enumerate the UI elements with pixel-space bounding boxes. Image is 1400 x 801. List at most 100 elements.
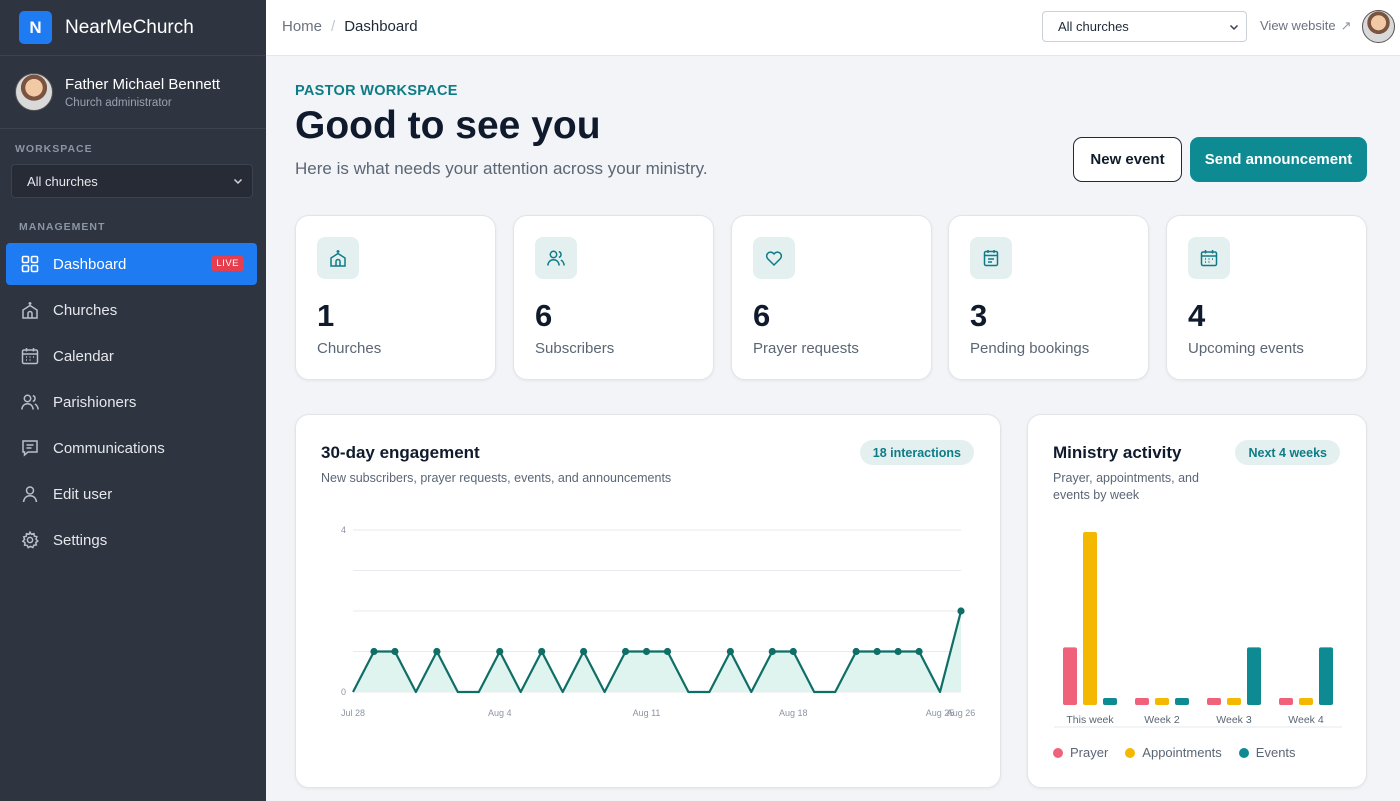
- bar: [1175, 698, 1189, 705]
- clipboard-icon: [983, 250, 999, 267]
- user-role: Church administrator: [65, 96, 172, 109]
- stat-value: 6: [753, 298, 771, 333]
- ministry-panel: Ministry activity Prayer, appointments, …: [1027, 414, 1367, 788]
- view-website-link[interactable]: View website ↗: [1260, 18, 1352, 34]
- users-icon: [21, 394, 39, 410]
- stat-card-upcoming-events[interactable]: 4 Upcoming events: [1166, 215, 1367, 380]
- new-event-button[interactable]: New event: [1073, 137, 1182, 182]
- data-point: [538, 647, 546, 656]
- data-point: [580, 647, 588, 656]
- stat-label: Prayer requests: [753, 340, 859, 357]
- stat-value: 1: [317, 298, 335, 333]
- x-tick-label: Aug 25: [926, 708, 955, 718]
- message-icon: [22, 440, 38, 457]
- engagement-panel: 30-day engagement New subscribers, praye…: [295, 414, 1001, 788]
- legend-dot: [1238, 747, 1249, 758]
- legend-dot: [1053, 747, 1063, 758]
- stat-icon-container: [317, 237, 359, 279]
- legend-item-events: Events: [1238, 745, 1296, 760]
- page-title: Good to see you: [295, 104, 601, 147]
- bar: [1279, 698, 1293, 705]
- church-select-value: All churches: [1058, 19, 1129, 34]
- church-select[interactable]: All churches: [1042, 11, 1247, 42]
- interactions-badge: 18 interactions: [859, 440, 974, 465]
- sidebar-item-label: Settings: [53, 531, 108, 549]
- stat-card-subscribers[interactable]: 6 Subscribers: [513, 215, 714, 380]
- sidebar-item-label: Calendar: [53, 347, 114, 365]
- x-tick-label: Week 3: [1216, 714, 1252, 726]
- management-label: MANAGEMENT: [19, 221, 106, 233]
- stat-label: Pending bookings: [970, 340, 1090, 357]
- chevron-down-icon: [1229, 24, 1239, 31]
- chevron-down-icon: [233, 178, 243, 185]
- send-announcement-button[interactable]: Send announcement: [1190, 137, 1367, 182]
- workspace-select[interactable]: All churches: [11, 164, 253, 198]
- stat-card-pending-bookings[interactable]: 3 Pending bookings: [948, 215, 1149, 380]
- sidebar-item-churches[interactable]: Churches: [6, 289, 257, 331]
- y-tick-label: 4: [341, 525, 346, 535]
- church-icon: [22, 302, 38, 319]
- sidebar-item-settings[interactable]: Settings: [6, 519, 257, 561]
- breadcrumb-current: Dashboard: [344, 18, 418, 35]
- data-point: [391, 647, 399, 656]
- data-point: [789, 647, 797, 656]
- avatar: [15, 73, 53, 111]
- sidebar-nav: Dashboard LIVE Churches Calendar Parishi…: [6, 243, 257, 565]
- x-tick-label: Week 2: [1144, 714, 1180, 726]
- bar: [1299, 698, 1313, 705]
- sidebar-item-dashboard[interactable]: Dashboard LIVE: [6, 243, 257, 285]
- x-tick-label: Week 4: [1288, 714, 1324, 726]
- external-link-icon: ↗: [1340, 18, 1352, 33]
- data-point: [768, 647, 776, 656]
- legend-label: Appointments: [1142, 745, 1222, 760]
- breadcrumb: Home / Dashboard: [282, 18, 418, 35]
- church-icon: [330, 250, 346, 267]
- stat-label: Upcoming events: [1188, 340, 1304, 357]
- bar: [1103, 698, 1117, 705]
- stat-card-churches[interactable]: 1 Churches: [295, 215, 496, 380]
- sidebar-item-calendar[interactable]: Calendar: [6, 335, 257, 377]
- sidebar-item-communications[interactable]: Communications: [6, 427, 257, 469]
- x-tick-label: This week: [1066, 714, 1114, 726]
- data-point: [915, 647, 923, 656]
- legend-item-prayer: Prayer: [1053, 745, 1108, 760]
- sidebar-item-label: Dashboard: [53, 255, 127, 273]
- x-tick-label: Aug 26: [947, 708, 976, 718]
- live-badge: LIVE: [211, 256, 244, 271]
- bar: [1135, 698, 1149, 705]
- engagement-subtitle: New subscribers, prayer requests, events…: [321, 471, 672, 485]
- topbar: Home / Dashboard All churches View websi…: [266, 0, 1400, 56]
- data-point: [370, 647, 378, 656]
- bar: [1227, 698, 1241, 705]
- breadcrumb-home[interactable]: Home: [282, 18, 323, 35]
- legend-item-appointments: Appointments: [1125, 745, 1222, 760]
- workspace-select-value: All churches: [27, 173, 98, 189]
- user-name: Father Michael Bennett: [65, 75, 221, 93]
- calendar-icon: [1200, 250, 1218, 267]
- data-point: [873, 647, 881, 656]
- view-website-label: View website: [1260, 18, 1336, 33]
- users-icon: [547, 250, 565, 266]
- legend-dot: [1125, 747, 1136, 758]
- bar: [1247, 647, 1261, 705]
- top-avatar[interactable]: [1362, 10, 1395, 43]
- x-tick-label: Aug 11: [633, 708, 661, 718]
- sidebar-item-parishioners[interactable]: Parishioners: [6, 381, 257, 423]
- sidebar: N NearMeChurch Father Michael Bennett Ch…: [0, 0, 266, 801]
- stat-icon-container: [753, 237, 795, 279]
- stat-card-prayer-requests[interactable]: 6 Prayer requests: [731, 215, 932, 380]
- sidebar-item-label: Communications: [53, 439, 165, 457]
- y-tick-label: 0: [341, 687, 346, 697]
- bar: [1155, 698, 1169, 705]
- x-tick-label: Jul 28: [341, 708, 365, 718]
- bar: [1063, 647, 1077, 705]
- grid-icon: [21, 255, 39, 273]
- weeks-badge: Next 4 weeks: [1235, 440, 1340, 465]
- data-point: [621, 647, 630, 656]
- user-profile[interactable]: Father Michael Bennett Church administra…: [0, 56, 266, 129]
- legend-label: Events: [1255, 745, 1296, 760]
- sidebar-item-edit-user[interactable]: Edit user: [6, 473, 257, 515]
- workspace-label: WORKSPACE: [15, 143, 93, 155]
- brand[interactable]: N NearMeChurch: [0, 0, 266, 56]
- brand-logo: N: [19, 11, 52, 44]
